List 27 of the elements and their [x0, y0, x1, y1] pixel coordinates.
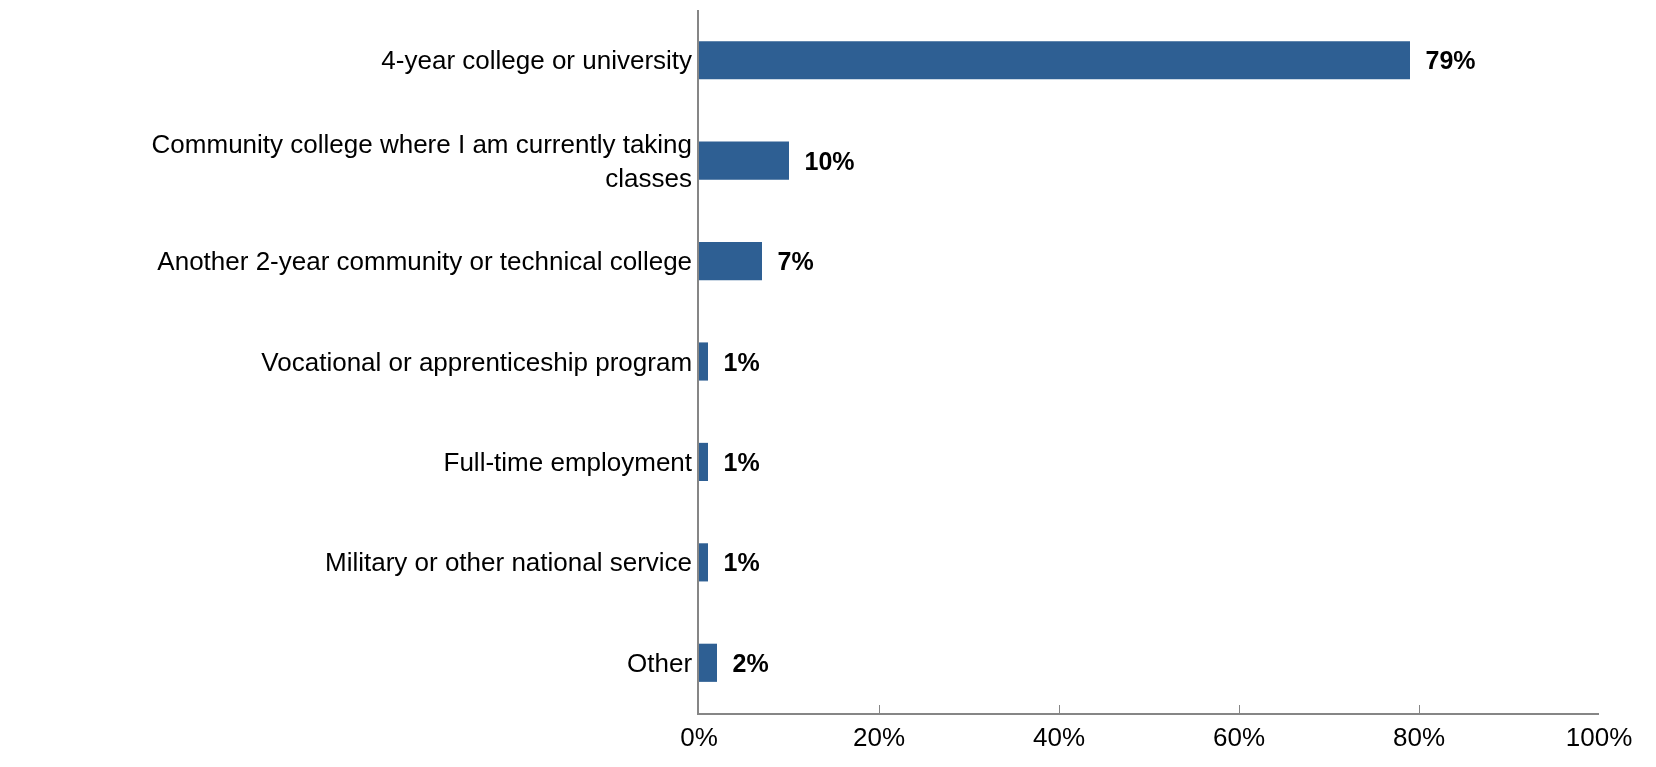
- x-tick-label: 40%: [1032, 721, 1086, 752]
- data-label: 1%: [711, 548, 760, 577]
- x-tick-label: 20%: [852, 721, 906, 752]
- y-tick-label: 4-year college or university: [381, 45, 693, 76]
- y-tick-label: Vocational or apprenticeship program: [261, 346, 693, 377]
- y-tick-label: Community college where I am currently taking classes: [151, 128, 693, 193]
- x-tick-label: 100%: [1565, 721, 1633, 752]
- bar: [699, 141, 789, 180]
- bar: [699, 342, 708, 381]
- x-tick-label: 0%: [680, 721, 718, 752]
- bar: [699, 442, 708, 482]
- y-tick-label: Other: [627, 647, 693, 678]
- data-label: 1%: [711, 447, 760, 476]
- bar: [699, 543, 708, 582]
- y-tick-label: Full-time employment: [443, 447, 693, 478]
- bar: [699, 241, 762, 281]
- data-label: 10%: [792, 146, 855, 175]
- data-label: 1%: [711, 347, 760, 376]
- data-label: 79%: [1413, 46, 1476, 75]
- y-tick-label: Another 2-year community or technical college: [157, 246, 693, 277]
- data-label: 7%: [765, 247, 814, 276]
- bar: [699, 41, 1410, 80]
- x-tick-label: 60%: [1212, 721, 1266, 752]
- x-tick-label: 80%: [1392, 721, 1446, 752]
- bar: [699, 643, 717, 682]
- data-label: 2%: [720, 648, 769, 677]
- y-tick-label: Military or other national service: [325, 547, 693, 578]
